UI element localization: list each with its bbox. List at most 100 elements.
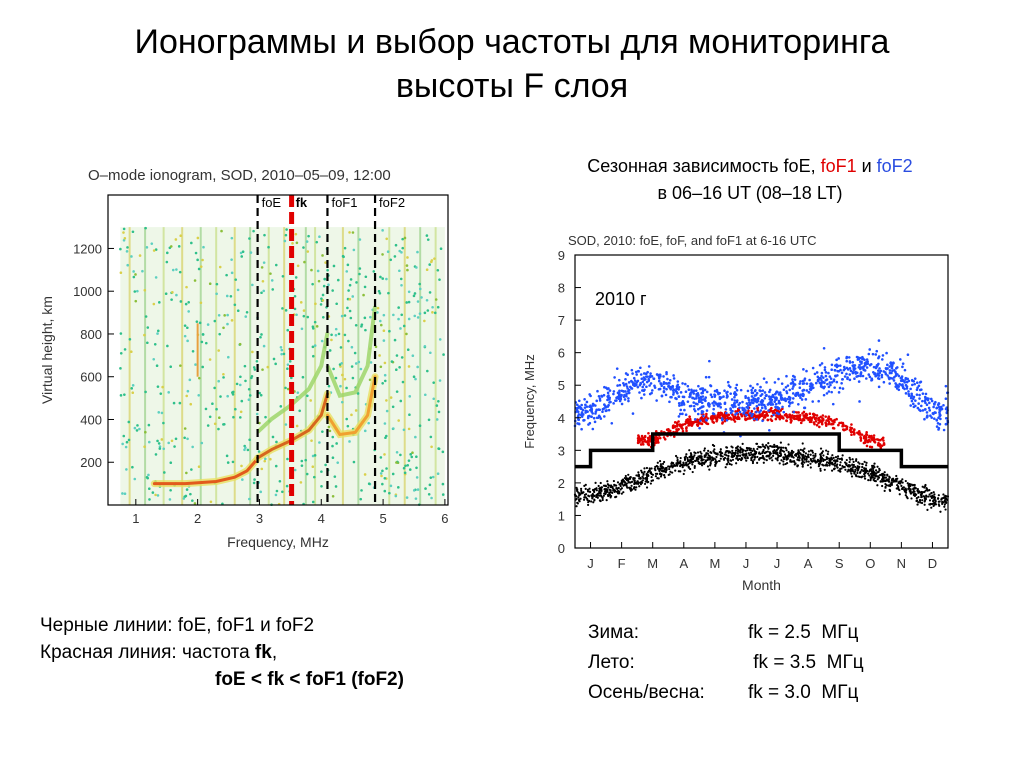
seasonal-point-foF2 <box>930 416 933 419</box>
seasonal-point-foF2 <box>913 377 917 380</box>
seasonal-point-foE <box>869 477 872 480</box>
seasonal-point-foF2 <box>608 396 612 400</box>
ionogram-noise-dot <box>150 242 154 245</box>
ionogram-noise-dot <box>315 325 319 328</box>
ionogram-noise-dot <box>195 320 199 323</box>
seasonal-point-foF2 <box>851 364 855 367</box>
seasonal-point-foF2 <box>842 365 846 369</box>
ionogram-noise-dot <box>133 290 137 293</box>
seasonal-point-foF2 <box>853 377 856 381</box>
ionogram-noise-dot <box>313 320 317 324</box>
seasonal-point-foE <box>806 455 809 458</box>
seasonal-point-foF1 <box>685 429 688 433</box>
ionogram-noise-dot <box>260 266 264 269</box>
seasonal-point-foE <box>918 499 922 502</box>
seasonal-point-foF2 <box>590 410 593 413</box>
seasonal-point-foF2 <box>872 365 876 369</box>
ionogram-noise-dot <box>418 312 422 315</box>
ionogram-noise-dot <box>191 499 194 502</box>
seasonal-point-foF2 <box>749 384 752 388</box>
seasonal-point-foF1 <box>692 420 696 424</box>
seasonal-point-foF2 <box>605 409 608 412</box>
seasonal-point-foE <box>748 453 751 457</box>
seasonal-point-foF2 <box>809 387 813 390</box>
ionogram-noise-dot <box>136 424 139 427</box>
seasonal-point-foE <box>650 479 653 482</box>
ionogram-noise-dot <box>293 307 297 311</box>
ionogram-noise-dot <box>425 268 429 272</box>
seasonal-point-foF2 <box>597 394 601 398</box>
seasonal-point-foF2 <box>692 404 696 408</box>
seasonal-point-foF2 <box>581 413 585 416</box>
seasonal-point-foF2 <box>627 391 631 395</box>
seasonal-point-foF2 <box>620 402 624 406</box>
seasonal-point-foF2 <box>853 364 857 367</box>
seasonal-point-foE <box>658 460 662 463</box>
seasonal-point-foE <box>691 458 694 461</box>
seasonal-point-foF2 <box>845 356 848 360</box>
seasonal-point-foE <box>646 474 649 477</box>
seasonal-point-foF2 <box>904 376 908 380</box>
seasonal-point-foE <box>756 455 759 459</box>
ionogram-noise-dot <box>380 474 383 478</box>
ionogram-noise-dot <box>316 269 320 273</box>
ionogram-noise-dot <box>350 413 353 417</box>
seasonal-point-foF2 <box>880 373 884 377</box>
seasonal-point-foF2 <box>830 381 834 384</box>
seasonal-point-foF2 <box>834 374 837 378</box>
ionogram-noise-dot <box>369 361 373 364</box>
ionogram-noise-dot <box>206 424 210 427</box>
seasonal-point-foE <box>867 472 870 475</box>
seasonal-point-foE <box>881 476 884 480</box>
ionogram-title: O–mode ionogram, SOD, 2010–05–09, 12:00 <box>88 167 391 184</box>
seasonal-point-foE <box>874 469 878 472</box>
seasonal-point-foE <box>670 462 673 465</box>
seasonal-point-foE <box>608 494 611 497</box>
seasonal-point-foF2 <box>820 385 823 388</box>
seasonal-point-foF2 <box>597 408 600 411</box>
seasonal-point-foF2 <box>929 414 932 418</box>
ionogram-noise-dot <box>351 376 355 380</box>
ionogram-noise-dot <box>302 314 306 318</box>
seasonal-point-foE <box>807 460 810 463</box>
seasonal-point-foE <box>803 461 806 464</box>
seasonal-point-foF2 <box>827 371 830 375</box>
seasonal-point-foE <box>633 477 636 480</box>
seasonal-point-foF2 <box>824 371 828 374</box>
ionogram-noise-dot <box>406 464 410 467</box>
seasonal-point-foF2 <box>929 397 933 401</box>
seasonal-point-foE <box>769 445 772 448</box>
seasonal-point-foF2 <box>665 372 668 376</box>
seasonal-point-foE <box>724 466 727 469</box>
seasonal-point-foF2 <box>830 363 834 367</box>
seasonal-point-foE <box>770 456 773 459</box>
seasonal-point-foE <box>801 463 804 466</box>
seasonal-point-foE <box>857 466 861 469</box>
seasonal-point-foF2 <box>751 401 755 405</box>
ionogram-noise-dot <box>183 427 187 430</box>
seasonal-point-foF2 <box>601 410 604 413</box>
seasonal-point-foF2 <box>791 381 794 385</box>
seasonal-point-foE <box>831 463 834 466</box>
seasonal-point-foE <box>771 445 774 448</box>
seasonal-point-foE <box>739 446 742 449</box>
ionogram-noise-dot <box>209 500 213 504</box>
seasonal-point-foF2 <box>919 404 923 408</box>
seasonal-point-foE <box>865 461 868 464</box>
seasonal-point-foE <box>909 490 912 493</box>
seasonal-x-tick-label: J <box>774 556 781 571</box>
seasonal-point-foE <box>692 460 695 463</box>
seasonal-point-foE <box>725 454 728 457</box>
seasonal-point-foF2 <box>774 402 778 406</box>
seasonal-point-foE <box>584 483 587 486</box>
seasonal-point-foE <box>801 456 804 459</box>
seasonal-point-foE <box>595 487 598 490</box>
ionogram-noise-dot <box>255 412 259 416</box>
ionogram-noise-dot <box>119 394 123 397</box>
ionogram-noise-dot <box>416 488 420 491</box>
seasonal-point-foE <box>755 442 758 445</box>
seasonal-point-foE <box>843 461 847 464</box>
ionogram-noise-dot <box>331 435 335 439</box>
ionogram-noise-dot <box>349 278 353 281</box>
seasonal-point-foF1 <box>798 416 801 419</box>
